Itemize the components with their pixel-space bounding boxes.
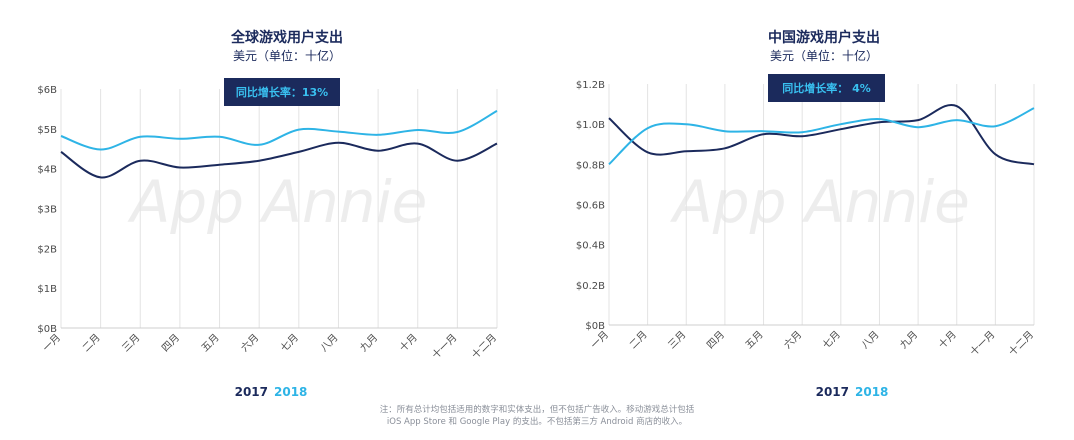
series-line-2017 — [608, 103, 1035, 166]
y-tick-label: $0B — [37, 324, 57, 335]
legend-2017: 2017 — [816, 385, 849, 399]
y-tick-label: $1.2B — [576, 80, 605, 91]
chart-title: 中国游戏用户支出 — [768, 29, 880, 46]
x-tick-label: 六月 — [782, 329, 805, 352]
y-tick-label: $5B — [37, 125, 57, 136]
x-tick-label: 三月 — [666, 329, 689, 352]
chart-title: 全球游戏用户支出 — [230, 29, 343, 46]
x-tick-label: 五月 — [743, 329, 766, 352]
x-tick-label: 八月 — [318, 332, 341, 355]
growth-badge — [224, 78, 340, 106]
y-tick-label: $0B — [585, 321, 605, 332]
x-tick-label: 一月 — [40, 332, 63, 355]
growth-badge-label: 同比增长率：13% — [236, 85, 328, 99]
x-tick-label: 十一月 — [967, 328, 997, 358]
x-tick-label: 九月 — [898, 329, 921, 352]
y-tick-label: $4B — [37, 165, 57, 176]
y-tick-label: $0.4B — [576, 241, 605, 252]
x-tick-label: 六月 — [239, 332, 262, 355]
y-tick-label: $1.0B — [576, 120, 605, 131]
x-tick-label: 一月 — [588, 329, 611, 352]
growth-badge — [768, 74, 885, 102]
x-tick-label: 二月 — [80, 332, 103, 355]
x-tick-label: 四月 — [704, 329, 727, 352]
x-tick-label: 十二月 — [469, 331, 499, 361]
chart-subtitle: 美元（单位：十亿） — [770, 48, 878, 63]
watermark: App Annie — [669, 168, 970, 236]
y-tick-label: $6B — [37, 85, 57, 96]
y-tick-label: $3B — [37, 205, 57, 216]
footnote-line-2: iOS App Store 和 Google Play 的支出。不包括第三方 A… — [386, 417, 688, 427]
chart-subtitle: 美元（单位：十亿） — [233, 48, 341, 63]
x-tick-label: 十月 — [936, 328, 959, 351]
x-tick-label: 七月 — [820, 329, 843, 352]
series-line-2017 — [60, 141, 498, 179]
x-tick-label: 四月 — [159, 332, 182, 355]
legend-2018: 2018 — [855, 385, 888, 399]
y-tick-label: $0.6B — [576, 201, 605, 212]
footnote-line-1: 注：所有总计均包括适用的数字和实体支出，但不包括广告收入。移动游戏总计包括 — [379, 405, 695, 415]
y-tick-label: $2B — [37, 244, 57, 255]
x-tick-label: 二月 — [627, 329, 650, 352]
legend-2017: 2017 — [235, 385, 268, 399]
y-tick-label: $0.8B — [576, 160, 605, 171]
growth-badge-label: 同比增长率： 4% — [782, 81, 871, 95]
x-tick-label: 八月 — [859, 329, 882, 352]
x-tick-label: 十月 — [397, 331, 420, 354]
series-line-2018 — [608, 107, 1035, 166]
y-tick-label: $1B — [37, 284, 57, 295]
y-tick-label: $0.2B — [576, 281, 605, 292]
watermark: App Annie — [127, 168, 428, 236]
legend-2018: 2018 — [274, 385, 307, 399]
series-line-2018 — [60, 110, 498, 151]
x-tick-label: 七月 — [278, 332, 301, 355]
x-tick-label: 十一月 — [429, 331, 459, 361]
x-tick-label: 十二月 — [1006, 328, 1036, 358]
x-tick-label: 五月 — [199, 332, 222, 355]
x-tick-label: 九月 — [358, 332, 381, 355]
x-tick-label: 三月 — [120, 332, 143, 355]
